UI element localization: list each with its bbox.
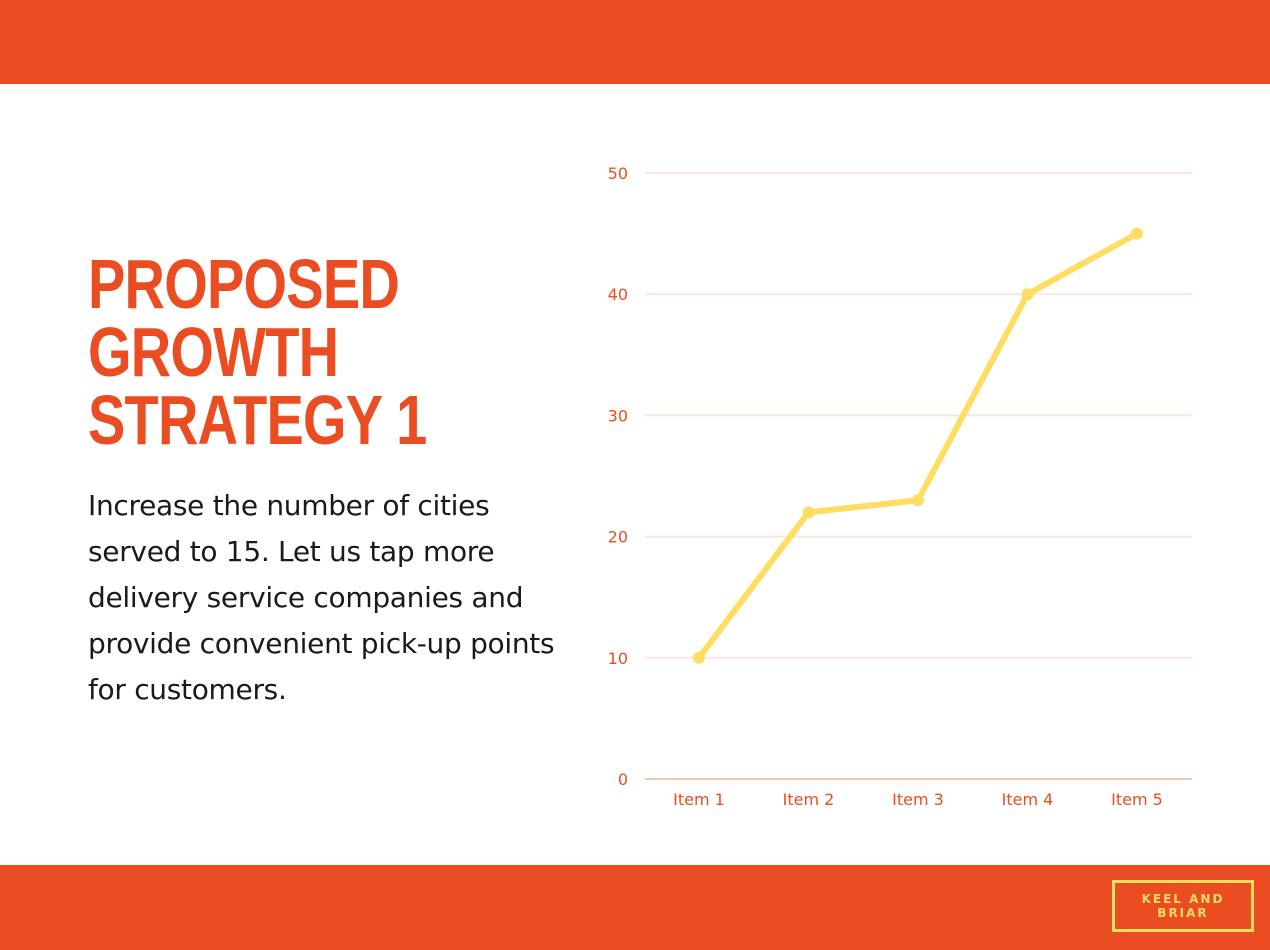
x-tick-label: Item 3: [892, 790, 944, 809]
data-point-5: [1131, 227, 1143, 240]
y-tick-label: 40: [608, 285, 628, 304]
y-tick-label: 0: [618, 770, 628, 789]
title-line-1: PROPOSED: [88, 245, 400, 323]
gridlines: [645, 172, 1192, 780]
y-tick-label: 20: [608, 528, 628, 547]
bottom-banner: [0, 865, 1270, 950]
y-tick-label: 50: [608, 164, 628, 183]
series-line: [696, 230, 1140, 661]
data-point-4: [1021, 288, 1034, 301]
title-line-2: GROWTH: [88, 313, 339, 391]
y-tick-label: 10: [608, 649, 628, 668]
x-tick-label: Item 2: [783, 790, 835, 809]
series-points: [693, 227, 1143, 664]
x-tick-label: Item 4: [1002, 790, 1054, 809]
x-tick-label: Item 1: [673, 790, 725, 809]
brand-logo: KEEL AND BRIAR: [1112, 880, 1254, 932]
y-axis-ticks: 0 10 20 30 40 50: [608, 164, 628, 789]
data-point-2: [802, 506, 815, 519]
title-line-3: STRATEGY 1: [88, 381, 427, 459]
slide-body-text: Increase the number of cities served to …: [88, 489, 555, 706]
top-banner: [0, 0, 1270, 84]
data-point-1: [693, 651, 705, 664]
y-tick-label: 30: [608, 406, 628, 425]
slide-title: PROPOSED GROWTH STRATEGY 1: [88, 245, 456, 459]
series-line-path: [696, 230, 1140, 661]
brand-logo-text: KEEL AND BRIAR: [1141, 892, 1225, 920]
x-tick-label: Item 5: [1111, 790, 1163, 809]
data-point-3: [912, 494, 924, 507]
x-axis-ticks: Item 1 Item 2 Item 3 Item 4 Item 5: [673, 790, 1163, 809]
